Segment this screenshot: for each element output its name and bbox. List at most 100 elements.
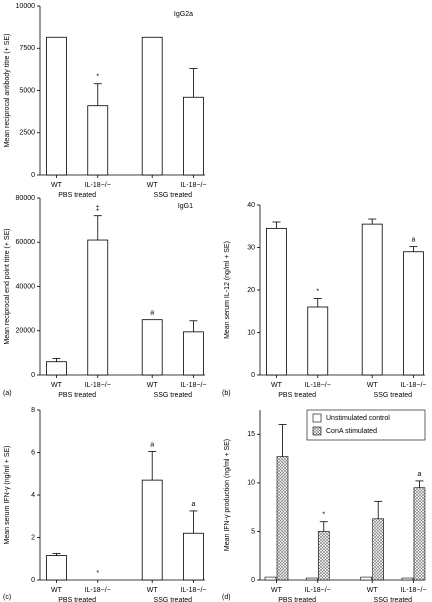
y-tick-label: 8 <box>31 407 35 414</box>
annotation: a <box>411 236 415 243</box>
y-tick-label: 6 <box>31 449 35 456</box>
bar <box>317 531 330 581</box>
annotation: * <box>96 570 99 577</box>
bar <box>183 331 204 376</box>
y-tick-label: 4 <box>31 492 35 499</box>
bar <box>87 105 109 176</box>
y-tick-label: 30 <box>247 244 255 251</box>
bar <box>87 239 109 376</box>
bar <box>46 36 67 176</box>
bar <box>266 227 287 376</box>
group-label: PBS treated <box>278 392 316 399</box>
chart-title: IgG2a <box>174 11 193 18</box>
y-tick-label: 80000 <box>16 195 36 202</box>
panel-label: (c) <box>3 594 11 601</box>
x-tick-label: WT <box>51 382 63 389</box>
bar <box>401 577 414 581</box>
panel-label: (d) <box>222 594 231 601</box>
x-tick-label: WT <box>271 382 283 389</box>
legend-label: ConA stimulated <box>326 428 377 435</box>
bar <box>141 479 163 581</box>
group-label: PBS treated <box>278 597 316 602</box>
bar <box>183 532 204 581</box>
bar <box>141 36 163 176</box>
y-tick-label: 5 <box>251 528 255 535</box>
y-axis-label: Mean serum IL-12 (ng/ml + SE) <box>224 241 231 339</box>
bar <box>46 361 67 376</box>
annotation: ‡ <box>96 206 100 213</box>
group-label: SSG treated <box>154 597 193 602</box>
x-tick-label: IL-18−/− <box>180 382 206 389</box>
y-tick-label: 2500 <box>19 130 35 137</box>
y-tick-label: 5000 <box>19 87 35 94</box>
bar <box>46 555 67 581</box>
y-tick-label: 10 <box>247 329 255 336</box>
group-label: SSG treated <box>154 192 193 199</box>
annotation: * <box>96 74 99 81</box>
y-tick-label: 15 <box>247 431 255 438</box>
x-tick-label: WT <box>367 382 379 389</box>
bar <box>413 487 426 581</box>
bar <box>305 577 318 581</box>
group-label: PBS treated <box>58 192 96 199</box>
y-axis-label: Mean reciprocal end point titre (+ SE) <box>4 228 11 344</box>
legend-label: Unstimulated control <box>326 415 390 422</box>
annotation: a <box>417 471 421 478</box>
group-label: SSG treated <box>154 392 193 399</box>
annotation: a <box>150 310 154 317</box>
x-tick-label: IL-18−/− <box>400 382 426 389</box>
x-tick-label: IL-18−/− <box>400 587 426 594</box>
panel-label: (a) <box>3 390 12 397</box>
group-label: SSG treated <box>374 392 413 399</box>
bar <box>183 96 204 176</box>
y-tick-label: 10000 <box>16 3 36 10</box>
x-tick-label: IL-18−/− <box>85 182 111 189</box>
y-tick-label: 0 <box>31 577 35 584</box>
x-tick-label: WT <box>271 587 283 594</box>
x-tick-label: WT <box>147 587 159 594</box>
legend-box <box>306 409 426 441</box>
y-tick-label: 40000 <box>16 283 36 290</box>
group-label: SSG treated <box>374 597 413 602</box>
bar <box>372 518 385 581</box>
x-tick-label: IL-18−/− <box>305 382 331 389</box>
y-tick-label: 0 <box>251 577 255 584</box>
annotation: a <box>191 501 195 508</box>
annotation: a <box>150 441 154 448</box>
x-tick-label: IL-18−/− <box>180 587 206 594</box>
y-tick-label: 2 <box>31 534 35 541</box>
x-tick-label: WT <box>51 182 63 189</box>
x-tick-label: WT <box>367 587 379 594</box>
panel-label: (b) <box>222 390 231 397</box>
bar <box>403 251 424 376</box>
bar <box>307 306 329 376</box>
x-tick-label: IL-18−/− <box>85 382 111 389</box>
chart-title: IgG1 <box>178 203 193 210</box>
legend-swatch <box>312 413 322 423</box>
bar <box>361 223 383 376</box>
legend-swatch <box>312 426 322 436</box>
x-tick-label: WT <box>147 182 159 189</box>
y-tick-label: 20000 <box>16 328 36 335</box>
group-label: PBS treated <box>58 597 96 602</box>
y-axis-label: Mean serum IFN-γ (ng/ml + SE) <box>4 446 11 545</box>
bar <box>141 319 163 376</box>
x-tick-label: WT <box>51 587 63 594</box>
bar <box>360 576 373 581</box>
y-tick-label: 10 <box>247 480 255 487</box>
bar <box>264 576 277 581</box>
y-tick-label: 7500 <box>19 45 35 52</box>
group-label: PBS treated <box>58 392 96 399</box>
x-tick-label: IL-18−/− <box>85 587 111 594</box>
y-tick-label: 0 <box>31 372 35 379</box>
y-tick-label: 40 <box>247 202 255 209</box>
y-tick-label: 0 <box>31 172 35 179</box>
x-tick-label: WT <box>147 382 159 389</box>
y-tick-label: 0 <box>251 372 255 379</box>
y-axis-label: Mean IFN-γ production (ng/ml + SE) <box>224 439 231 551</box>
bar <box>276 456 289 581</box>
annotation: * <box>322 512 325 519</box>
annotation: * <box>316 288 319 295</box>
x-tick-label: IL-18−/− <box>180 182 206 189</box>
y-axis-label: Mean reciprocal antibody titre (+ SE) <box>4 34 11 148</box>
